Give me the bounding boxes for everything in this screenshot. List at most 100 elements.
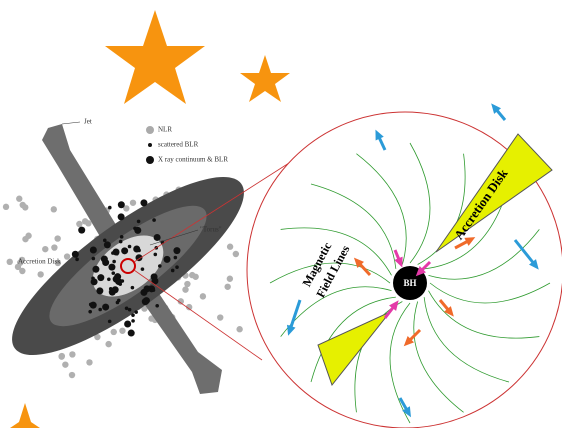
arrow-head: [444, 306, 454, 317]
lower-accretion-disk: [317, 311, 391, 387]
blr-dot: [107, 277, 111, 282]
legend-blr: [148, 143, 152, 147]
field-line: [310, 296, 396, 383]
nlr-dot: [184, 280, 191, 288]
nlr-dot: [2, 203, 10, 211]
blr-dot: [142, 297, 150, 305]
nlr-dot: [105, 340, 112, 348]
arrow-head: [287, 324, 296, 336]
blr-dot: [117, 213, 125, 221]
nlr-dot: [86, 359, 93, 366]
blr-dot: [140, 199, 148, 207]
flow-arrow: [513, 239, 537, 266]
nlr-dot: [42, 245, 49, 253]
blr-dot: [115, 251, 119, 256]
nlr-dot: [129, 199, 137, 206]
blr-dot: [133, 226, 137, 231]
blr-dot: [89, 301, 97, 309]
blr-dot: [97, 274, 105, 282]
blr-dot: [127, 244, 132, 249]
nlr-dot: [119, 327, 126, 334]
arrow-head: [464, 237, 476, 246]
blr-dot: [111, 271, 116, 275]
nlr-dot: [58, 353, 65, 360]
nlr-dot: [232, 250, 240, 258]
disk-label: Accretion Disk: [18, 258, 61, 266]
blr-dot: [124, 320, 132, 328]
torus-label: "Torus": [200, 226, 222, 234]
blr-dot: [155, 303, 159, 308]
blr-dot: [134, 310, 138, 314]
blr-dot: [118, 239, 123, 244]
flow-arrows: [287, 103, 539, 418]
blr-dot: [153, 233, 161, 241]
flow-arrow: [288, 299, 302, 331]
blr-dot: [153, 252, 158, 257]
nlr-dot: [69, 351, 76, 358]
arrow-head: [402, 406, 411, 418]
big-star: [105, 10, 205, 104]
blr-dot: [91, 256, 96, 261]
blr-dot: [108, 263, 116, 271]
nlr-dot: [37, 271, 44, 278]
blr-dot: [116, 298, 121, 303]
blr-dot: [124, 306, 129, 311]
blr-dot: [88, 309, 92, 314]
blr-dot: [107, 319, 112, 324]
blr-dot: [133, 245, 141, 253]
blr-dot: [117, 201, 125, 209]
arrow-head: [394, 256, 403, 268]
blr-dot: [108, 287, 113, 291]
blr-dot: [152, 218, 156, 222]
torus-pointer: [149, 229, 199, 246]
blr-dot: [175, 265, 179, 269]
nlr-dot: [63, 253, 71, 260]
nlr-dot: [81, 218, 89, 225]
blr-dot: [89, 246, 97, 254]
blr-dot: [121, 247, 129, 255]
blr-dot: [136, 219, 141, 224]
field-lines: [269, 142, 551, 424]
field-line: [428, 290, 540, 339]
blr-dot: [140, 288, 148, 296]
field-line: [429, 282, 551, 304]
blr-dot: [111, 286, 119, 294]
blr-dot: [118, 282, 123, 286]
blr-dot: [112, 259, 116, 264]
nlr-dot: [185, 303, 193, 311]
blr-dot: [130, 285, 135, 290]
blr-dot: [140, 267, 145, 271]
field-line: [428, 229, 540, 280]
nlr-dot: [19, 267, 26, 275]
blr-dot: [127, 307, 132, 312]
field-line: [310, 183, 397, 269]
nlr-dot: [50, 206, 57, 213]
nlr-dot: [182, 286, 189, 293]
nlr-dot: [14, 263, 22, 271]
blr-dot: [173, 255, 178, 260]
nlr-dot: [236, 326, 243, 333]
nlr-dot: [54, 235, 61, 242]
field-line: [409, 142, 431, 264]
blr-dot: [102, 303, 110, 311]
blr-dot: [71, 250, 79, 258]
arrow-head: [491, 103, 501, 114]
blr-dot: [111, 251, 115, 255]
field-line: [280, 227, 392, 276]
arrow-head: [529, 259, 539, 270]
blr-dot: [90, 278, 98, 286]
blr-dot: [158, 264, 162, 268]
jet-pointer: [61, 121, 81, 125]
nlr-dot: [16, 195, 23, 202]
field-line: [413, 301, 464, 413]
blr-dot: [102, 259, 110, 267]
zoom-line: [133, 155, 301, 263]
nlr-dot: [94, 333, 101, 341]
nlr-dot: [226, 275, 234, 282]
nlr-dot: [123, 205, 130, 212]
blr-dot: [120, 279, 125, 283]
arrow-head: [353, 257, 364, 268]
blr-dot: [131, 313, 135, 317]
blr-dot: [75, 257, 79, 262]
